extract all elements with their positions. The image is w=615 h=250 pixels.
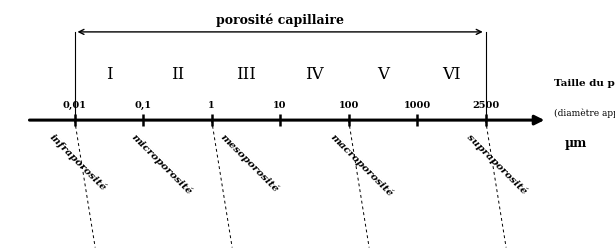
Text: IV: IV: [305, 66, 323, 83]
Text: VI: VI: [442, 66, 461, 83]
Text: (diamètre apparent): (diamètre apparent): [554, 108, 615, 118]
Text: microporosité: microporosité: [130, 132, 194, 197]
Text: 100: 100: [338, 101, 359, 110]
Text: 1000: 1000: [403, 101, 430, 110]
Text: mesoporosité: mesoporosité: [218, 132, 280, 194]
Text: macroporosité: macroporosité: [328, 132, 394, 199]
Text: 2500: 2500: [472, 101, 499, 110]
Text: II: II: [171, 66, 184, 83]
Text: 0,1: 0,1: [135, 101, 152, 110]
Text: µm: µm: [565, 136, 587, 149]
Text: infraporosité: infraporosité: [47, 132, 108, 193]
Text: 10: 10: [273, 101, 287, 110]
Text: III: III: [236, 66, 256, 83]
Text: Taille du pore: Taille du pore: [554, 79, 615, 88]
Text: supraporosité: supraporosité: [465, 132, 529, 196]
Text: porosité capillaire: porosité capillaire: [216, 14, 344, 27]
Text: I: I: [106, 66, 112, 83]
Text: 0,01: 0,01: [63, 101, 87, 110]
Text: V: V: [377, 66, 389, 83]
Text: 1: 1: [208, 101, 215, 110]
